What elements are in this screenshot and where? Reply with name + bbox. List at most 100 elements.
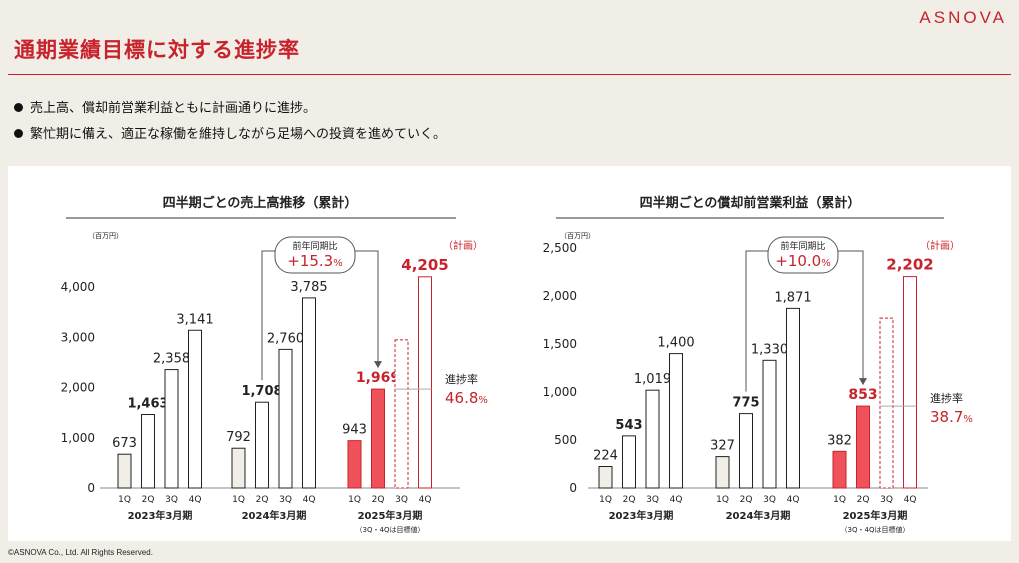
x-tick-label: 3Q [646, 495, 659, 505]
yoy-connector-left [261, 250, 275, 381]
data-label: 1,708 [241, 384, 282, 399]
progress-value: 38.7% [930, 408, 973, 426]
x-tick-label: 2Q [857, 495, 870, 505]
bar [598, 465, 613, 489]
y-tick-label: 1,000 [543, 385, 577, 399]
x-tick-label: 4Q [189, 495, 202, 505]
x-tick-label: 2Q [740, 495, 753, 505]
x-tick-label: 1Q [348, 495, 361, 505]
bullet-list: 売上高、償却前営業利益ともに計画通りに進捗。 繁忙期に備え、適正な稼働を維持しな… [14, 96, 446, 148]
data-label: 2,202 [886, 256, 933, 274]
group-sublabel: （3Q・4Qは目標値） [356, 525, 425, 534]
data-label: 2,760 [267, 331, 304, 346]
plan-label: （計画） [443, 239, 483, 252]
y-tick-label: 2,500 [543, 241, 577, 255]
yoy-connector-right [838, 250, 864, 385]
bar [879, 317, 894, 489]
progress-value: 46.8% [445, 389, 488, 407]
data-label: 224 [593, 448, 618, 463]
y-tick-label: 500 [554, 433, 577, 447]
group-label: 2024年3月期 [726, 509, 791, 522]
bullet-dot-icon [14, 103, 23, 112]
yoy-arrow-icon [374, 361, 382, 369]
bar [164, 369, 179, 489]
x-tick-label: 4Q [419, 495, 432, 505]
group-label: 2025年3月期 [843, 509, 908, 522]
y-tick-label: 1,000 [61, 431, 95, 445]
x-tick-label: 3Q [395, 495, 408, 505]
yoy-value: +15.3% [287, 252, 342, 270]
x-tick-label: 3Q [279, 495, 292, 505]
data-label: 775 [732, 396, 759, 411]
bar [255, 401, 269, 489]
page-title: 通期業績目標に対する進捗率 [14, 38, 300, 62]
y-tick-label: 1,500 [543, 337, 577, 351]
x-tick-label: 4Q [670, 495, 683, 505]
progress-label: 進捗率 [445, 372, 478, 386]
unit-label: （百万円） [88, 232, 123, 240]
bar [622, 435, 636, 489]
progress-label: 進捗率 [930, 391, 963, 405]
plan-label: （計画） [920, 239, 960, 252]
x-tick-label: 3Q [165, 495, 178, 505]
data-label: 1,969 [356, 370, 400, 386]
bar [141, 414, 155, 489]
data-label: 4,205 [401, 256, 448, 274]
x-tick-label: 1Q [232, 495, 245, 505]
yoy-bubble [767, 236, 839, 274]
bar [231, 447, 246, 489]
x-tick-label: 1Q [716, 495, 729, 505]
group-label: 2024年3月期 [242, 509, 307, 522]
group-sublabel: （3Q・4Qは目標値） [841, 525, 910, 534]
data-label: 543 [615, 418, 642, 433]
y-tick-label: 4,000 [61, 280, 95, 294]
x-tick-label: 2Q [372, 495, 385, 505]
data-label: 792 [226, 430, 251, 445]
yoy-label: 前年同期比 [780, 240, 825, 252]
data-label: 382 [827, 433, 852, 448]
bar [347, 440, 362, 489]
y-tick-label: 2,000 [61, 381, 95, 395]
y-tick-label: 0 [569, 481, 577, 495]
bar [669, 353, 683, 489]
bar [117, 453, 132, 489]
data-label: 2,358 [153, 352, 190, 367]
data-label: 1,019 [634, 372, 671, 387]
group-label: 2025年3月期 [358, 509, 423, 522]
x-tick-label: 2Q [256, 495, 269, 505]
yoy-bubble [274, 236, 356, 274]
data-label: 1,463 [127, 397, 168, 412]
yoy-value: +10.0% [775, 252, 830, 270]
bar [903, 276, 917, 489]
title-divider [8, 74, 1011, 75]
bar [739, 413, 753, 489]
data-label: 943 [342, 423, 367, 438]
bar [645, 389, 660, 489]
data-label: 3,141 [176, 312, 213, 327]
y-tick-label: 3,000 [61, 330, 95, 344]
bar [371, 388, 385, 489]
chart-1: 四半期ごとの売上高推移（累計） （百万円） 0 1,000 2,000 3,000 4,00… [61, 195, 488, 534]
bullet-dot-icon [14, 129, 23, 138]
x-tick-label: 1Q [599, 495, 612, 505]
x-tick-label: 4Q [303, 495, 316, 505]
x-tick-label: 1Q [833, 495, 846, 505]
data-label: 853 [848, 387, 877, 403]
data-label: 1,871 [774, 290, 811, 305]
chart-title: 四半期ごとの償却前営業利益（累計） [640, 195, 861, 211]
y-tick-label: 0 [87, 481, 95, 495]
bullet-text: 売上高、償却前営業利益ともに計画通りに進捗。 [30, 101, 317, 116]
copyright: ©ASNOVA Co., Ltd. All Rights Reserved. [8, 548, 153, 557]
bar [832, 450, 847, 489]
data-label: 1,330 [751, 342, 788, 357]
data-label: 327 [710, 439, 735, 454]
bar [418, 276, 432, 489]
x-tick-label: 4Q [787, 495, 800, 505]
x-tick-label: 2Q [142, 495, 155, 505]
x-tick-label: 3Q [880, 495, 893, 505]
y-tick-label: 2,000 [543, 289, 577, 303]
yoy-label: 前年同期比 [292, 240, 337, 252]
bar [188, 329, 202, 489]
bar [856, 405, 870, 489]
